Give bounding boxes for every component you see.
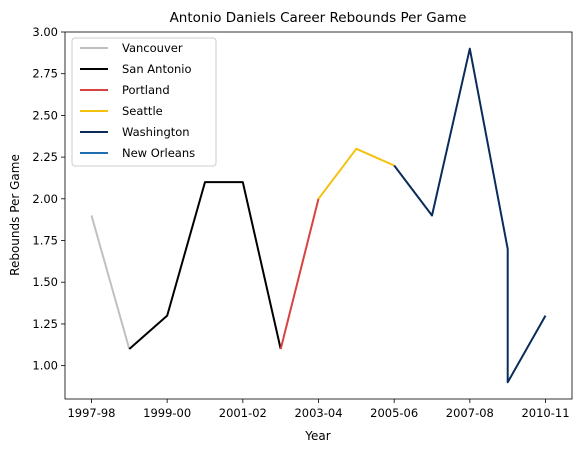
y-tick-label: 2.00: [32, 192, 58, 206]
y-tick-label: 3.00: [32, 25, 58, 39]
series-line-washington: [393, 47, 547, 384]
series-line-vancouver: [90, 215, 131, 350]
x-axis-ticks: 1997-98 1999-00 2001-02 2003-04 2005-06 2007-…: [67, 399, 570, 420]
y-tick-label: 1.25: [32, 317, 58, 331]
y-tick-label: 2.50: [32, 108, 58, 122]
legend: Vancouver San Antonio Portland Seattle Washi…: [71, 37, 217, 167]
x-tick-label: 1999-00: [143, 406, 191, 420]
x-tick-label: 2005-06: [370, 406, 418, 420]
y-tick-label: 1.75: [32, 234, 58, 248]
x-tick-label: 2001-02: [219, 406, 267, 420]
x-tick-label: 2007-08: [446, 406, 494, 420]
y-tick-label: 1.50: [32, 275, 58, 289]
legend-label-san-antonio: San Antonio: [122, 62, 192, 76]
x-tick-label: 1997-98: [67, 406, 115, 420]
legend-label-portland: Portland: [122, 83, 170, 97]
y-axis-label: Rebounds Per Game: [8, 154, 22, 276]
legend-label-vancouver: Vancouver: [122, 41, 183, 55]
legend-label-seattle: Seattle: [122, 104, 163, 118]
legend-label-washington: Washington: [122, 125, 190, 139]
x-tick-label: 2003-04: [294, 406, 342, 420]
legend-label-new-orleans: New Orleans: [122, 146, 195, 160]
y-axis-ticks: 1.00 1.25 1.50 1.75 2.00 2.25 2.50 2.75 3.00: [32, 25, 65, 373]
series-line-seattle: [317, 147, 395, 200]
y-tick-label: 1.00: [32, 359, 58, 373]
y-tick-label: 2.75: [32, 67, 58, 81]
y-tick-label: 2.25: [32, 150, 58, 164]
x-tick-label: 2010-11: [521, 406, 569, 420]
plot-lines: [90, 47, 547, 384]
series-line-portland: [279, 198, 320, 350]
series-line-san-antonio: [128, 181, 282, 350]
chart-title: Antonio Daniels Career Rebounds Per Game: [170, 10, 467, 26]
x-axis-label: Year: [304, 429, 330, 443]
